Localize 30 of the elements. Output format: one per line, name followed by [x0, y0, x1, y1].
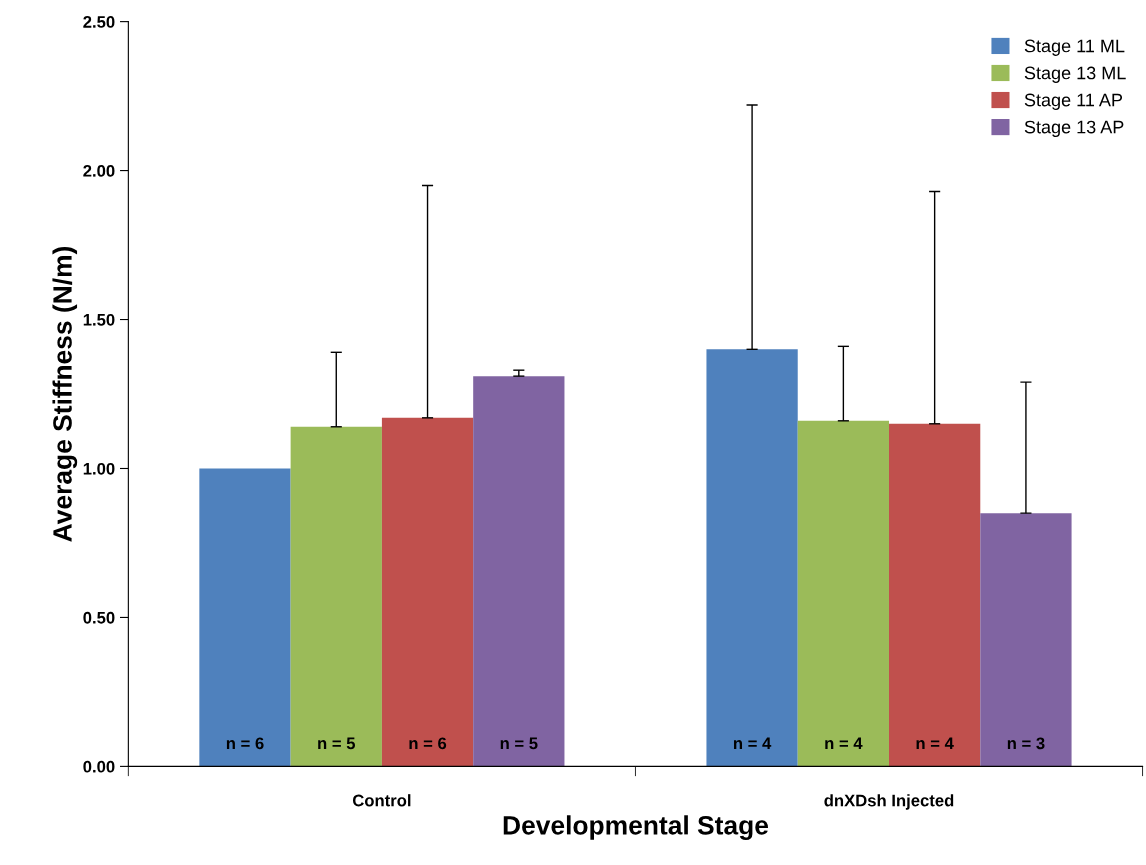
annotation: n = 4 [733, 737, 772, 750]
bar [381, 417, 474, 767]
y-tick-label: 2.00 [83, 164, 115, 177]
bar [706, 349, 798, 767]
y-axis-title: Average Stiffness (N/m) [52, 246, 78, 542]
legend-label: Stage 11 AP [1024, 93, 1123, 110]
y-tick-label: 2.50 [83, 16, 115, 28]
y-tick-label: 1.50 [83, 313, 115, 326]
annotation: n = 6 [226, 737, 264, 750]
annotation: n = 5 [318, 737, 356, 750]
bar [980, 513, 1072, 767]
annotation: n = 4 [916, 737, 954, 750]
annotation: n = 6 [409, 737, 447, 750]
x-axis-title: Developmental Stage [503, 815, 769, 840]
y-tick-label: 0.50 [83, 611, 115, 624]
y-tick-label: 0.00 [83, 760, 115, 773]
annotation: n = 4 [825, 737, 863, 750]
x-tick-label: dnXDsh Injected [824, 794, 954, 810]
legend-label: Stage 13 AP [1024, 120, 1124, 137]
bar [797, 420, 890, 767]
y-tick-label: 1.00 [83, 462, 115, 475]
bar [199, 468, 291, 767]
legend-label: Stage 11 ML [1024, 39, 1125, 56]
bar [473, 376, 565, 767]
x-tick-label: Control [352, 794, 411, 807]
annotation: n = 3 [1007, 737, 1045, 750]
annotation: n = 5 [500, 737, 538, 750]
bar [889, 423, 981, 767]
legend-label: Stage 13 ML [1024, 66, 1126, 83]
bar [290, 426, 382, 767]
